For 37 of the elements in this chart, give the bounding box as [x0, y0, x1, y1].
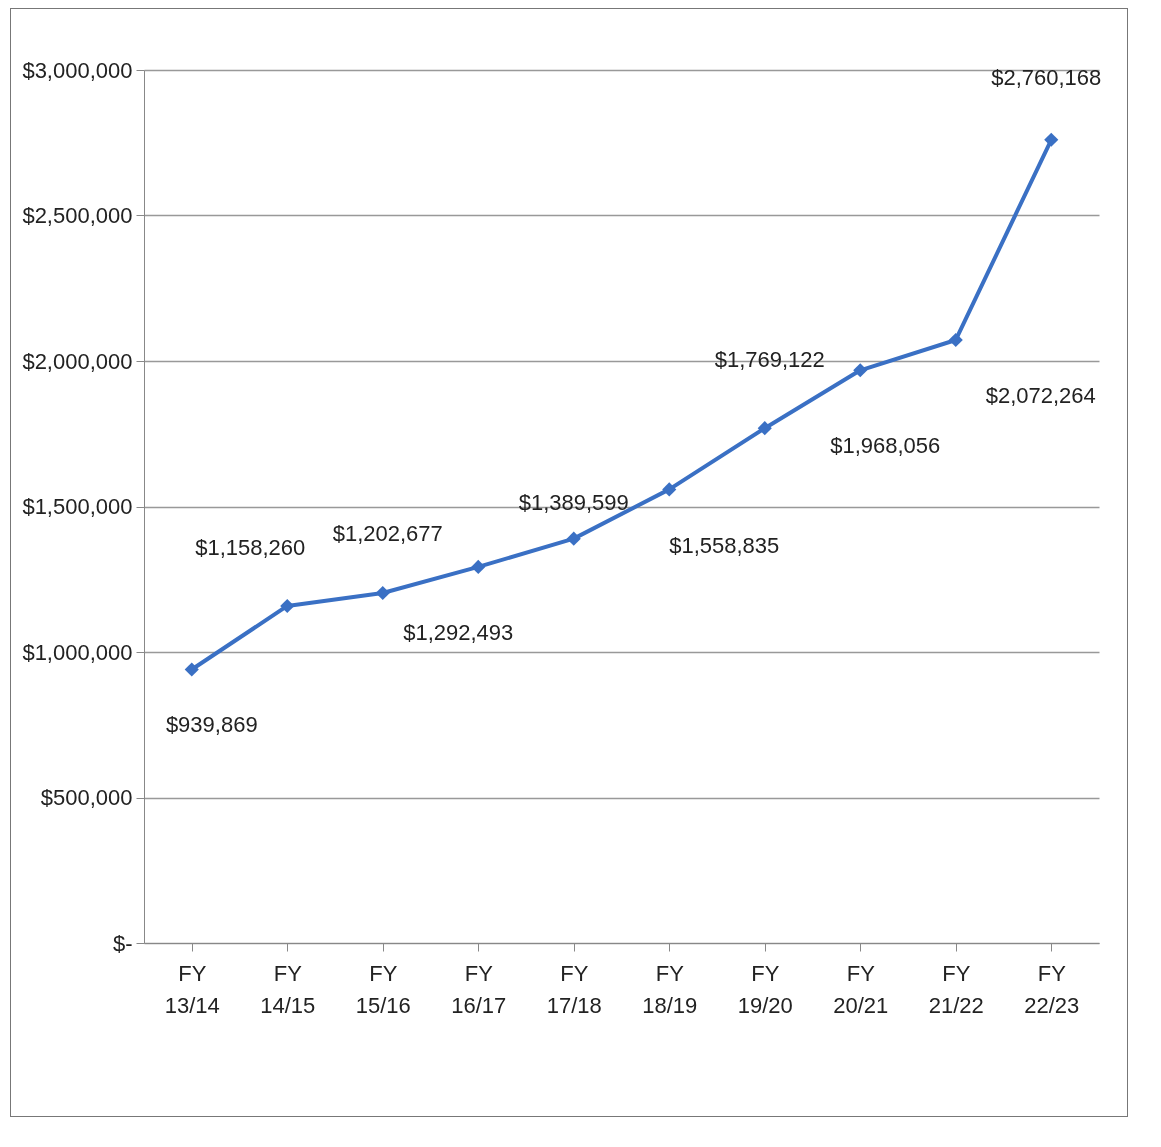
data-label: $939,869 [165, 712, 258, 738]
x-tick-label: FY 19/20 [737, 960, 793, 1018]
point [375, 585, 390, 601]
x-tick-label: FY 17/18 [546, 960, 602, 1018]
data-label: $1,292,493 [403, 619, 514, 645]
x-tick-label: FY 20/21 [833, 960, 889, 1018]
point [184, 662, 199, 677]
point [757, 421, 772, 436]
y-tick-label: $1,500,000 [22, 494, 133, 519]
x-tick-label: FY 15/16 [355, 960, 411, 1018]
x-tick-label: FY 14/15 [260, 960, 316, 1018]
data-label: $2,072,264 [985, 382, 1096, 408]
y-tick-label: $1,000,000 [22, 639, 133, 665]
point [1044, 132, 1059, 147]
y-tick-label: $2,500,000 [22, 203, 133, 228]
data-label: $1,158,260 [195, 534, 306, 560]
point [566, 531, 581, 546]
y-tick-label: $- [112, 930, 133, 956]
x-tick-label: FY 18/19 [642, 960, 698, 1018]
data-label: $1,389,599 [518, 489, 629, 515]
y-tick-label: $3,000,000 [22, 57, 133, 83]
y-tick-label: $500,000 [40, 785, 133, 810]
data-label: $1,968,056 [830, 433, 941, 459]
data-label: $1,769,122 [714, 347, 825, 373]
x-tick-label: FY 21/22 [928, 960, 984, 1018]
x-tick-label: FY 22/23 [1024, 960, 1080, 1018]
data-label: $2,760,168 [991, 64, 1102, 90]
x-tick-label: FY 16/17 [451, 960, 507, 1018]
point [662, 482, 677, 497]
point [471, 559, 486, 574]
point [948, 332, 963, 348]
point [853, 363, 868, 378]
data-label: $1,202,677 [332, 521, 443, 547]
point [280, 598, 295, 614]
data-label: $1,558,835 [669, 533, 780, 559]
x-tick-label: FY 13/14 [164, 960, 220, 1018]
y-tick-label: $2,000,000 [22, 348, 133, 374]
